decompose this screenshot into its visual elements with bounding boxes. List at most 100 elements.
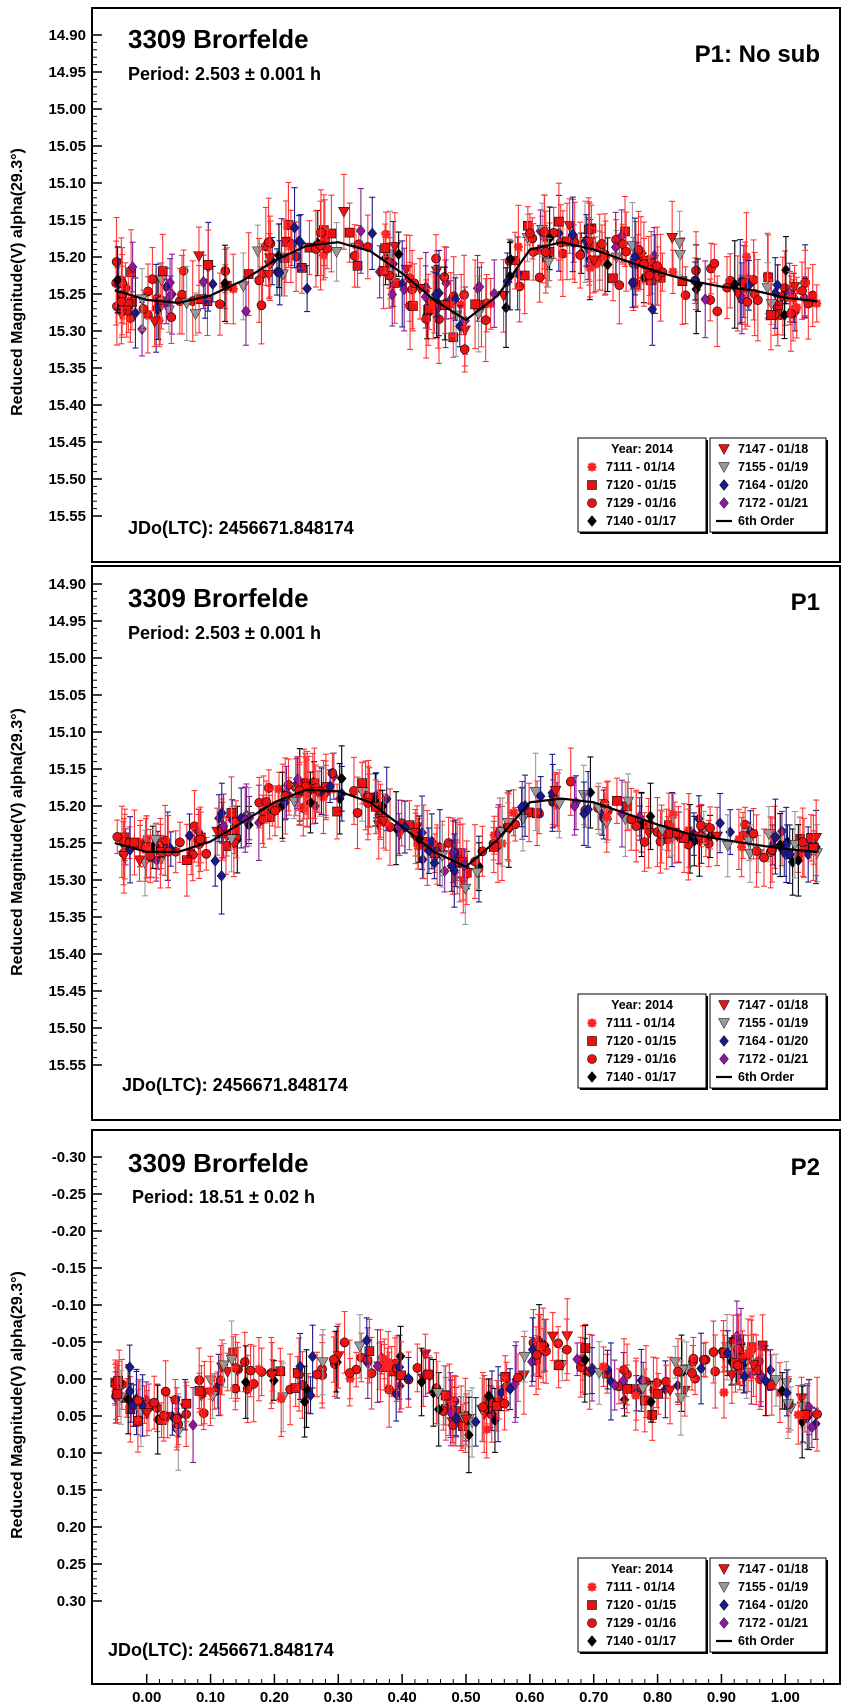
data-point — [593, 1368, 606, 1379]
data-point — [797, 837, 808, 847]
legend-header: Year: 2014 — [611, 442, 673, 456]
y-axis-ticks: -0.30 -0.25 -0.20 -0.15 -0.10 -0.05 0.00 0.05 0.… — [52, 1149, 102, 1610]
data-point — [567, 228, 578, 241]
data-point — [781, 264, 791, 277]
data-point — [712, 306, 723, 317]
y-tick-label: 15.25 — [48, 286, 86, 303]
data-point — [125, 1385, 135, 1398]
data-point — [587, 1618, 597, 1628]
y-tick-label: 15.30 — [48, 323, 86, 340]
y-tick-label: 14.95 — [48, 613, 86, 630]
period-label: Period: 2.503 ± 0.001 h — [128, 623, 321, 643]
panel-tag: P1 — [791, 589, 820, 616]
data-point — [587, 1018, 597, 1028]
data-point — [471, 867, 484, 879]
y-tick-label: 0.10 — [57, 1445, 86, 1462]
x-tick-label: 0.30 — [324, 1689, 353, 1703]
data-point — [708, 1347, 719, 1357]
data-point — [470, 1415, 481, 1428]
chart-title: 3309 Brorfelde — [128, 24, 309, 54]
data-point — [482, 1424, 492, 1434]
data-point — [549, 786, 562, 797]
data-point — [715, 817, 725, 829]
data-point — [691, 265, 701, 276]
data-point — [460, 1414, 473, 1426]
data-point — [700, 293, 711, 306]
panel-tag: P2 — [791, 1154, 820, 1181]
data-point — [141, 1408, 153, 1420]
data-point — [147, 274, 158, 284]
data-point — [193, 251, 205, 263]
data-point — [807, 1421, 817, 1434]
data-point — [514, 281, 525, 292]
data-point — [583, 224, 594, 235]
data-point — [377, 816, 390, 828]
data-point — [254, 275, 264, 286]
data-point — [646, 1395, 656, 1408]
data-point — [807, 290, 818, 301]
data-point — [666, 822, 676, 832]
y-tick-label: 0.05 — [57, 1408, 86, 1425]
data-point — [587, 255, 600, 267]
data-point — [608, 273, 618, 284]
data-point — [719, 479, 729, 491]
data-point — [534, 272, 545, 283]
data-point — [580, 1353, 591, 1366]
data-point — [188, 1419, 198, 1431]
data-point — [529, 787, 542, 798]
legend-item: 7172 - 01/21 — [738, 1052, 808, 1066]
data-point — [478, 1402, 488, 1412]
data-point — [429, 857, 440, 869]
legend-item: 7172 - 01/21 — [738, 1616, 808, 1630]
legend-box-right — [709, 437, 827, 533]
epoch-label: JDo(LTC): 2456671.848174 — [108, 1640, 334, 1660]
data-point — [673, 238, 686, 250]
y-tick-label: 14.90 — [48, 27, 86, 44]
y-tick-label: 15.50 — [48, 471, 86, 488]
data-point — [734, 834, 744, 844]
data-point — [666, 233, 679, 244]
data-point — [112, 832, 123, 842]
data-point — [505, 253, 516, 266]
y-tick-label: -0.25 — [52, 1186, 86, 1203]
data-point — [569, 800, 580, 813]
data-point — [129, 837, 140, 848]
y-tick-label: 14.95 — [48, 64, 86, 81]
data-point — [639, 837, 650, 847]
data-point — [399, 283, 409, 296]
data-point — [772, 279, 783, 292]
data-point — [763, 272, 773, 283]
data-point — [149, 835, 162, 846]
data-point — [501, 301, 511, 314]
data-point — [274, 266, 285, 279]
panel-p1: 14.90 14.95 15.00 15.05 15.10 15.15 15.20 15.25… — [9, 565, 841, 1121]
data-point — [446, 860, 457, 872]
data-point — [189, 309, 202, 321]
data-point — [408, 301, 418, 311]
data-point — [127, 261, 138, 273]
data-point — [396, 1370, 406, 1381]
x-axis-ticks: 0.00 0.10 0.20 0.30 0.40 0.50 0.60 0.70 0.80 0.90… — [132, 1674, 825, 1703]
panel-p1-no-sub: 14.90 14.95 15.00 15.05 15.10 15.15 15.20 15.25… — [9, 7, 841, 563]
data-point — [532, 808, 542, 819]
data-point — [292, 773, 303, 786]
y-tick-label: 15.55 — [48, 1057, 86, 1074]
data-point — [737, 842, 747, 852]
data-point — [599, 1362, 609, 1372]
data-point — [302, 282, 312, 295]
data-point — [112, 273, 123, 286]
data-point — [770, 830, 781, 843]
plot-frame — [91, 7, 841, 563]
data-point — [352, 260, 363, 271]
legend-item: 7140 - 01/17 — [606, 1070, 676, 1084]
data-point — [251, 246, 264, 258]
data-point — [587, 1600, 597, 1610]
y-axis-label: Reduced Magnitude(V) alpha(29.3°) — [9, 708, 26, 976]
data-point — [240, 1376, 251, 1389]
x-tick-label: 0.80 — [643, 1689, 672, 1703]
data-point — [381, 229, 391, 239]
data-point — [664, 1385, 677, 1397]
data-point — [587, 1582, 597, 1592]
data-point — [262, 270, 275, 281]
data-point — [201, 848, 212, 859]
